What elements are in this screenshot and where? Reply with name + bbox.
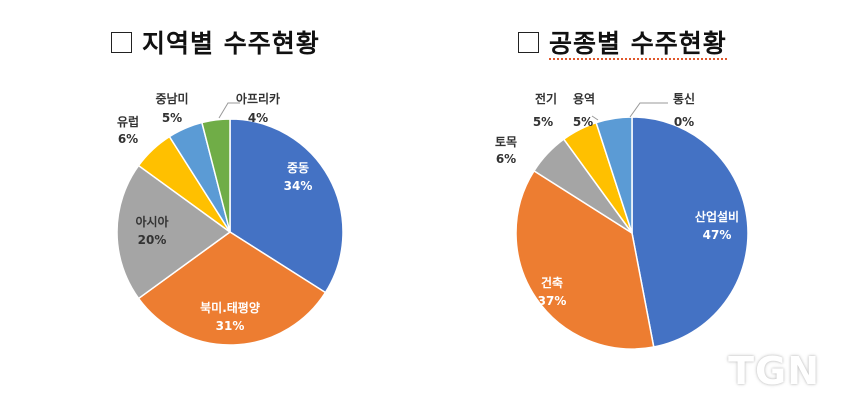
watermark-logo: TGN — [728, 349, 820, 393]
slice-percent-label: 5% — [533, 115, 553, 129]
pie-slice-region-5 — [200, 118, 231, 233]
pie-slice-region-2 — [116, 164, 232, 300]
slice-percent-label: 4% — [248, 111, 268, 125]
slice-name-label: 중동 — [287, 161, 309, 175]
slice-name-label: 유럽 — [117, 115, 139, 129]
checkbox-square-icon — [518, 32, 539, 53]
leader-line — [591, 115, 599, 121]
slice-name-label: 전기 — [535, 91, 557, 106]
slice-percent-label: 5% — [573, 115, 593, 129]
leader-line — [629, 102, 668, 118]
slice-percent-label: 37% — [538, 294, 567, 308]
pie-slice-region-1 — [137, 231, 327, 346]
checkbox-square-icon — [111, 32, 132, 53]
leader-line — [218, 102, 240, 119]
chart-title-region: 지역별 수주현황 — [111, 24, 320, 60]
slice-name-label: 토목 — [495, 135, 517, 149]
pie-slice-type-1 — [515, 169, 655, 350]
slice-percent-label: 31% — [216, 319, 245, 333]
slice-name-label: 아시아 — [135, 214, 168, 229]
slice-percent-label: 5% — [162, 111, 182, 125]
pie-slice-type-4 — [595, 116, 633, 234]
slice-name-label: 북미.태평양 — [200, 300, 260, 315]
slice-name-label: 산업설비 — [695, 209, 739, 224]
slice-percent-label: 0% — [674, 115, 694, 129]
slice-name-label: 용역 — [573, 91, 595, 106]
slice-percent-label: 6% — [118, 132, 138, 146]
slice-percent-label: 47% — [703, 228, 732, 242]
slice-name-label: 통신 — [673, 91, 695, 106]
slice-percent-label: 34% — [284, 179, 313, 193]
slice-name-label: 건축 — [541, 275, 563, 290]
slice-name-label: 아프리카 — [236, 91, 280, 106]
slice-name-label: 중남미 — [155, 91, 188, 106]
pie-slice-type-0 — [631, 116, 749, 348]
chart-title-work-type: 공종별 수주현황 — [518, 24, 727, 60]
slice-percent-label: 6% — [496, 152, 516, 166]
slice-percent-label: 20% — [138, 233, 167, 247]
